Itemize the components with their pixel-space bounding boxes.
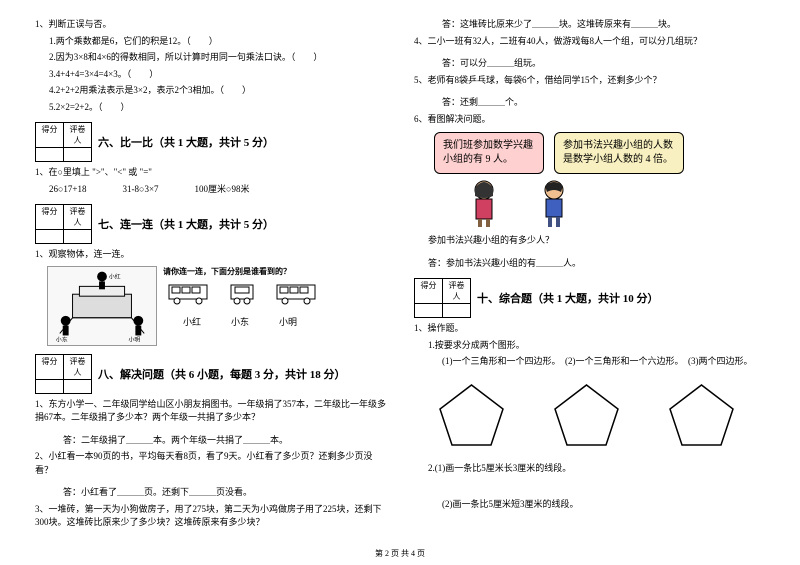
s10-1-2: 2.(1)画一条比5厘米长3厘米的线段。 (414, 462, 765, 476)
score-table-8: 得分评卷人 (35, 354, 92, 394)
score-table-7: 得分评卷人 (35, 204, 92, 244)
score-label: 得分 (415, 279, 443, 304)
q1-5: 5.2×2=2+2。（ ） (35, 101, 386, 115)
section10-header: 得分评卷人 十、综合题（共 1 大题，共计 10 分） (414, 278, 765, 318)
s8-6q: 参加书法兴趣小组的有多少人？ (414, 234, 765, 248)
pentagon-2 (549, 379, 624, 454)
score-table-6: 得分评卷人 (35, 122, 92, 162)
s6-1b: 26○17+18 31-8○3×7 100厘米○98米 (35, 183, 386, 197)
s8-6a: 答：参加书法兴趣小组的有＿＿＿人。 (414, 257, 765, 271)
q1-3: 3.4+4+4=3×4=4×3。（ ） (35, 68, 386, 82)
grader-label: 评卷人 (443, 279, 471, 304)
s8-2: 2、小红看一本90页的书，平均每天看8页，看了9天。小红看了多少页？还剩多少页没… (35, 450, 386, 477)
girl-icon (464, 178, 504, 228)
speech-right: 参加书法兴趣小组的人数是数学小组人数的 4 倍。 (554, 132, 684, 174)
connect-prompt: 请你连一连，下面分别是谁看到的？ (163, 266, 317, 278)
s10-1: 1、操作题。 (414, 322, 765, 336)
speech-left: 我们班参加数学兴趣小组的有 9 人。 (434, 132, 544, 174)
q1-4: 4.2+2+2用乘法表示是3×2，表示2个3相加。（ ） (35, 84, 386, 98)
grader-label: 评卷人 (64, 205, 92, 230)
s8-2a: 答：小红看了＿＿＿页。还剩下＿＿＿页没看。 (35, 486, 386, 500)
s8-4: 4、二小一班有32人，二班有40人，做游戏每8人一个组，可以分几组玩？ (414, 35, 765, 49)
q1-1: 1.两个乘数都是6，它们的积是12。（ ） (35, 35, 386, 49)
svg-text:小红: 小红 (109, 272, 121, 280)
s7-1: 1、观察物体，连一连。 (35, 248, 386, 262)
s10-1-1-opts: (1)一个三角形和一个四边形。 (2)一个三角形和一个六边形。 (3)两个四边形… (414, 355, 765, 369)
section6-title: 六、比一比（共 1 大题，共计 5 分） (98, 134, 274, 150)
s8-1a: 答：二年级捐了＿＿＿本。两个年级一共捐了＿＿＿本。 (35, 434, 386, 448)
speech-bubbles: 我们班参加数学兴趣小组的有 9 人。 参加书法兴趣小组的人数是数学小组人数的 4… (434, 132, 765, 174)
score-label: 得分 (36, 354, 64, 379)
name-2: 小东 (231, 315, 249, 328)
s6-1a: 1、在○里填上 ">"、"<" 或 "=" (35, 166, 386, 180)
name-1: 小红 (183, 315, 201, 328)
s8-5a: 答：还剩＿＿＿个。 (414, 96, 765, 110)
q1-2: 2.因为3×8和4×6的得数相同，所以计算时用同一句乘法口诀。（ ） (35, 51, 386, 65)
bus-view-2 (221, 281, 263, 305)
q1: 1、判断正误与否。 (35, 18, 386, 32)
pentagon-3 (664, 379, 739, 454)
page-footer: 第 2 页 共 4 页 (0, 548, 800, 559)
grader-label: 评卷人 (64, 354, 92, 379)
section8-header: 得分评卷人 八、解决问题（共 6 小题，每题 3 分，共计 18 分） (35, 354, 386, 394)
section7-header: 得分评卷人 七、连一连（共 1 大题，共计 5 分） (35, 204, 386, 244)
bus-view-3 (275, 281, 317, 305)
section6-header: 得分评卷人 六、比一比（共 1 大题，共计 5 分） (35, 122, 386, 162)
pentagon-row (434, 379, 765, 454)
s8-4a: 答：可以分＿＿＿组玩。 (414, 57, 765, 71)
score-table-10: 得分评卷人 (414, 278, 471, 318)
right-column: 答：这堆砖比原来少了＿＿＿块。这堆砖原来有＿＿＿块。 4、二小一班有32人，二班… (414, 18, 765, 538)
section8-title: 八、解决问题（共 6 小题，每题 3 分，共计 18 分） (98, 366, 346, 382)
bus-views: 请你连一连，下面分别是谁看到的？ 小红 小东 小明 (163, 266, 317, 346)
page-columns: 1、判断正误与否。 1.两个乘数都是6，它们的积是12。（ ） 2.因为3×8和… (35, 18, 765, 538)
observation-figure: 小红 小东 小明 请你连一连，下面分别是谁看到的？ (47, 266, 386, 346)
s10-1-3: (2)画一条比5厘米短3厘米的线段。 (414, 498, 765, 512)
boy-icon (534, 178, 574, 228)
s8-5: 5、老师有8袋乒乓球，每袋6个，借给同学15个，还剩多少个？ (414, 74, 765, 88)
bus-view-1 (167, 281, 209, 305)
s8-6: 6、看图解决问题。 (414, 113, 765, 127)
pentagon-1 (434, 379, 509, 454)
s8-3: 3、一堆砖，第一天为小狗做房子，用了275块，第二天为小鸡做房子用了225块，还… (35, 503, 386, 530)
name-3: 小明 (279, 315, 297, 328)
grader-label: 评卷人 (64, 123, 92, 148)
s8-3a: 答：这堆砖比原来少了＿＿＿块。这堆砖原来有＿＿＿块。 (414, 18, 765, 32)
score-label: 得分 (36, 205, 64, 230)
section7-title: 七、连一连（共 1 大题，共计 5 分） (98, 216, 274, 232)
s10-1-1: 1.按要求分成两个图形。 (414, 339, 765, 353)
left-column: 1、判断正误与否。 1.两个乘数都是6，它们的积是12。（ ） 2.因为3×8和… (35, 18, 386, 538)
people-row (464, 178, 765, 228)
score-label: 得分 (36, 123, 64, 148)
scene-image: 小红 小东 小明 (47, 266, 157, 346)
s8-1: 1、东方小学一、二年级同学给山区小朋友捐图书。一年级捐了357本，二年级比一年级… (35, 398, 386, 425)
section10-title: 十、综合题（共 1 大题，共计 10 分） (477, 290, 659, 306)
svg-text:小明: 小明 (129, 335, 141, 343)
svg-text:小东: 小东 (56, 335, 68, 343)
